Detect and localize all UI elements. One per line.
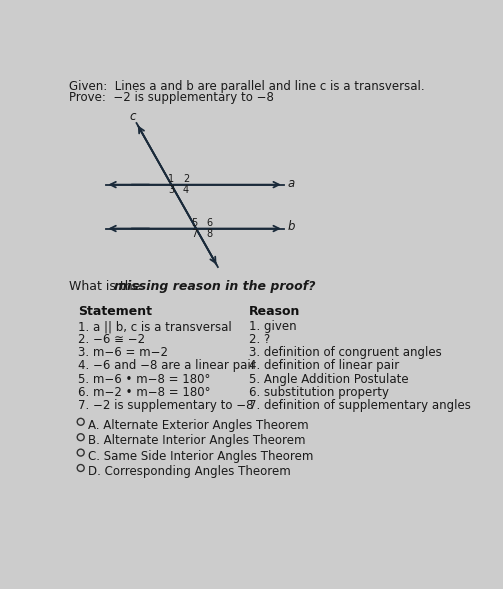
Text: 1. given: 1. given bbox=[249, 320, 296, 333]
Text: 5. Angle Addition Postulate: 5. Angle Addition Postulate bbox=[249, 372, 408, 386]
Text: 8: 8 bbox=[206, 229, 212, 239]
Text: What is the: What is the bbox=[69, 280, 144, 293]
Text: b: b bbox=[288, 220, 295, 233]
Text: 5: 5 bbox=[192, 218, 198, 228]
Text: 3: 3 bbox=[169, 185, 175, 195]
Text: 4. definition of linear pair: 4. definition of linear pair bbox=[249, 359, 399, 372]
Text: 1: 1 bbox=[169, 174, 175, 184]
Text: missing reason in the proof?: missing reason in the proof? bbox=[114, 280, 315, 293]
Text: 2. ?: 2. ? bbox=[249, 333, 270, 346]
Text: 7: 7 bbox=[192, 229, 198, 239]
Text: 6. substitution property: 6. substitution property bbox=[249, 386, 389, 399]
Text: 4: 4 bbox=[183, 185, 189, 195]
Text: Given:  Lines a and b are parallel and line c is a transversal.: Given: Lines a and b are parallel and li… bbox=[69, 80, 425, 93]
Text: 3. m−6 = m−2: 3. m−6 = m−2 bbox=[78, 346, 169, 359]
Text: B. Alternate Interior Angles Theorem: B. Alternate Interior Angles Theorem bbox=[88, 434, 305, 447]
Text: 2. −6 ≅ −2: 2. −6 ≅ −2 bbox=[78, 333, 145, 346]
Text: 4. −6 and −8 are a linear pair: 4. −6 and −8 are a linear pair bbox=[78, 359, 256, 372]
Text: 5. m−6 • m−8 = 180°: 5. m−6 • m−8 = 180° bbox=[78, 372, 211, 386]
Text: C. Same Side Interior Angles Theorem: C. Same Side Interior Angles Theorem bbox=[88, 449, 313, 462]
Text: Prove:  −2 is supplementary to −8: Prove: −2 is supplementary to −8 bbox=[69, 91, 274, 104]
Text: 7. −2 is supplementary to −8: 7. −2 is supplementary to −8 bbox=[78, 399, 254, 412]
Text: A. Alternate Exterior Angles Theorem: A. Alternate Exterior Angles Theorem bbox=[88, 419, 308, 432]
Text: 3. definition of congruent angles: 3. definition of congruent angles bbox=[249, 346, 442, 359]
Text: 6. m−2 • m−8 = 180°: 6. m−2 • m−8 = 180° bbox=[78, 386, 211, 399]
Text: D. Corresponding Angles Theorem: D. Corresponding Angles Theorem bbox=[88, 465, 290, 478]
Text: 7. definition of supplementary angles: 7. definition of supplementary angles bbox=[249, 399, 471, 412]
Text: 1. a || b, c is a transversal: 1. a || b, c is a transversal bbox=[78, 320, 232, 333]
Text: 6: 6 bbox=[206, 218, 212, 228]
Text: c: c bbox=[129, 110, 136, 123]
Text: Statement: Statement bbox=[78, 305, 152, 317]
Text: Reason: Reason bbox=[249, 305, 300, 317]
Text: 2: 2 bbox=[183, 174, 189, 184]
Text: a: a bbox=[288, 177, 295, 190]
